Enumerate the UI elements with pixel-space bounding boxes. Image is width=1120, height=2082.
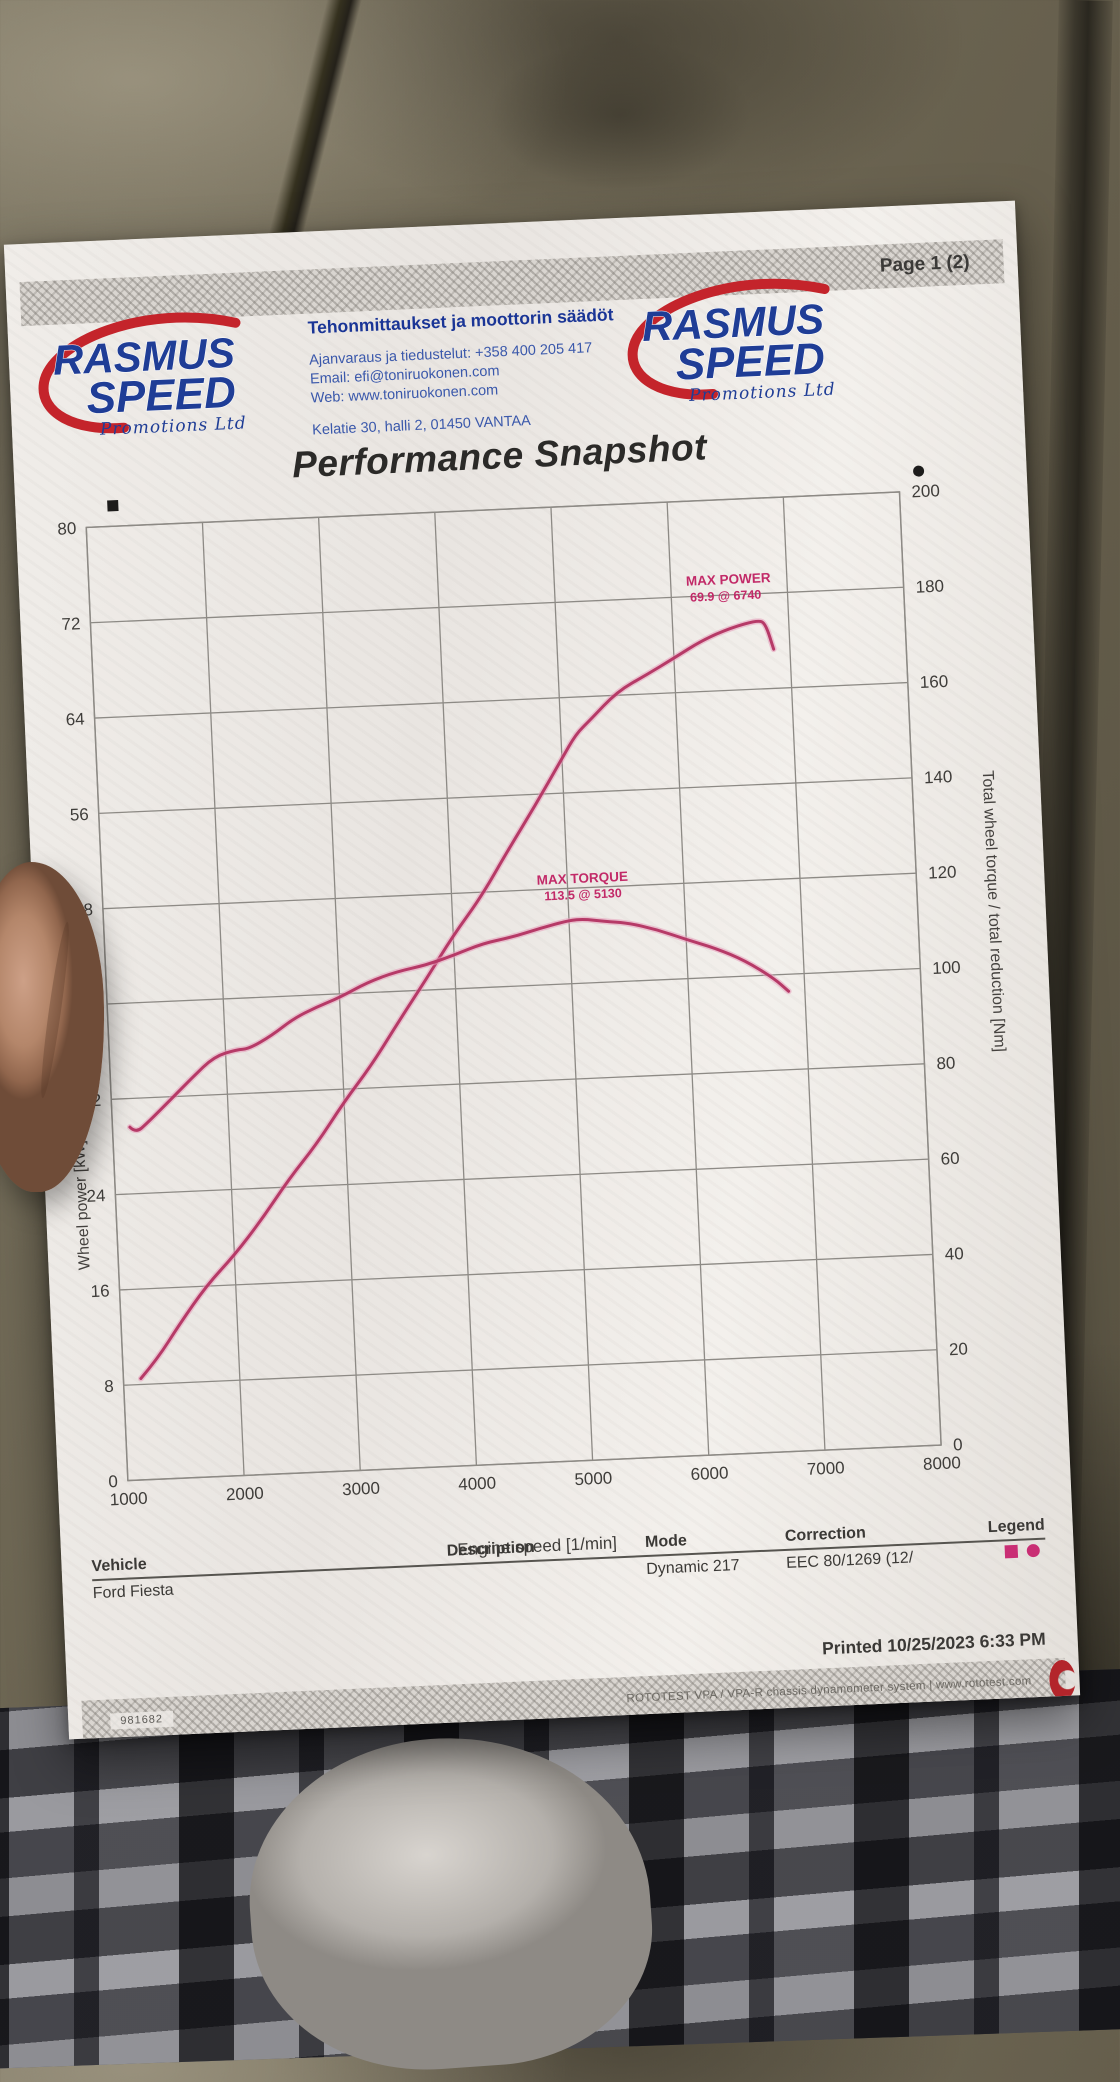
gridline-h bbox=[94, 681, 908, 719]
logo-text-bottom: SPEED bbox=[86, 368, 237, 423]
page-number: Page 1 (2) bbox=[879, 251, 970, 277]
cell-legend bbox=[951, 1543, 1047, 1566]
cell-correction: EEC 80/1269 (12/ bbox=[785, 1549, 914, 1572]
y-left-tick-label: 80 bbox=[57, 519, 77, 539]
x-tick-label: 5000 bbox=[574, 1468, 613, 1489]
y-right-tick-label: 160 bbox=[919, 672, 948, 692]
y-left-tick-label: 64 bbox=[65, 710, 85, 730]
gridline-h bbox=[115, 1158, 929, 1196]
y-right-tick-label: 0 bbox=[953, 1435, 963, 1454]
dyno-chart: 1000200030004000500060007000800008162432… bbox=[21, 459, 1068, 1602]
photo-of-dyno-sheet: { "page_label": "Page 1 (2)", "header": … bbox=[0, 0, 1120, 1988]
y-left-tick-label: 16 bbox=[90, 1281, 110, 1301]
gridline-h bbox=[119, 1253, 933, 1291]
logo-swoosh-icon bbox=[38, 312, 241, 434]
y-right-tick-label: 80 bbox=[936, 1053, 956, 1073]
y-left-tick-label: 8 bbox=[104, 1377, 114, 1396]
annotation-value: 69.9 @ 6740 bbox=[690, 588, 762, 605]
floor-cable bbox=[266, 0, 368, 250]
serial-number: 981682 bbox=[110, 1710, 174, 1730]
header-contact-block: Tehonmittaukset ja moottorin säädöt Ajan… bbox=[307, 303, 642, 439]
x-tick-label: 7000 bbox=[806, 1458, 845, 1479]
gridline-h bbox=[107, 967, 921, 1005]
cell-vehicle: Ford Fiesta bbox=[92, 1581, 174, 1603]
y-left-tick-label: 56 bbox=[69, 805, 89, 825]
gridline-h bbox=[98, 777, 913, 815]
y-right-tick-label: 40 bbox=[944, 1244, 964, 1264]
legend-square-icon bbox=[1004, 1544, 1019, 1559]
y-right-tick-label: 200 bbox=[911, 481, 940, 501]
x-tick-label: 6000 bbox=[690, 1463, 729, 1484]
y-right-tick-label: 140 bbox=[924, 767, 953, 787]
gridline-h bbox=[102, 872, 917, 910]
y-left-tick-label: 72 bbox=[61, 614, 81, 634]
gridline-h bbox=[90, 586, 904, 624]
y-right-tick-label: 100 bbox=[932, 958, 961, 978]
curve-wheel-torque bbox=[128, 918, 791, 1132]
rasmus-speed-logo: RASMUS SPEED Promotions Ltd bbox=[38, 312, 247, 440]
left-axis-square-marker-icon bbox=[107, 500, 119, 512]
y-left-tick-label: 24 bbox=[86, 1186, 106, 1206]
x-tick-label: 8000 bbox=[923, 1453, 962, 1474]
x-tick-label: 4000 bbox=[458, 1473, 497, 1494]
gridline-h bbox=[123, 1349, 937, 1386]
col-header-legend: Legend bbox=[987, 1516, 1046, 1537]
x-tick-label: 2000 bbox=[226, 1484, 265, 1505]
logo-text-bottom: SPEED bbox=[675, 334, 826, 389]
annotation-label: MAX POWER bbox=[686, 570, 772, 589]
printed-timestamp: Printed 10/25/2023 6:33 PM bbox=[821, 1628, 1047, 1659]
y-right-tick-label: 180 bbox=[915, 577, 944, 597]
chart-canvas: 1000200030004000500060007000800008162432… bbox=[57, 465, 969, 1510]
gridline-h bbox=[111, 1063, 925, 1100]
legend-series-icons bbox=[1004, 1543, 1041, 1559]
floor-stain bbox=[490, 40, 750, 190]
y-right-tick-label: 120 bbox=[928, 862, 957, 882]
cell-mode: Dynamic 217 bbox=[645, 1556, 740, 1579]
logo-text-top: RASMUS bbox=[641, 295, 825, 350]
logo-text-top: RASMUS bbox=[52, 329, 236, 384]
annotation-label: MAX TORQUE bbox=[536, 869, 628, 888]
dyno-sheet-paper: Page 1 (2) RASMUS SPEED Promotions Ltd T… bbox=[3, 200, 1081, 1740]
y-right-tick-label: 60 bbox=[940, 1149, 960, 1169]
y-left-tick-label: 0 bbox=[108, 1472, 118, 1491]
x-tick-label: 3000 bbox=[342, 1479, 381, 1500]
curve-wheel-power bbox=[139, 619, 776, 1381]
rototest-logo-arc-icon bbox=[1048, 1659, 1077, 1701]
plot-border bbox=[85, 491, 942, 1482]
x-tick-label: 1000 bbox=[109, 1489, 148, 1510]
logo-swoosh-icon bbox=[627, 278, 830, 400]
rasmus-speed-logo: RASMUS SPEED Promotions Ltd bbox=[627, 278, 836, 406]
legend-circle-icon bbox=[1026, 1543, 1041, 1558]
right-axis-dot-marker-icon bbox=[913, 465, 925, 477]
holding-thumb bbox=[0, 862, 104, 1192]
annotation-value: 113.5 @ 5130 bbox=[544, 886, 622, 903]
y-right-tick-label: 20 bbox=[949, 1339, 969, 1359]
